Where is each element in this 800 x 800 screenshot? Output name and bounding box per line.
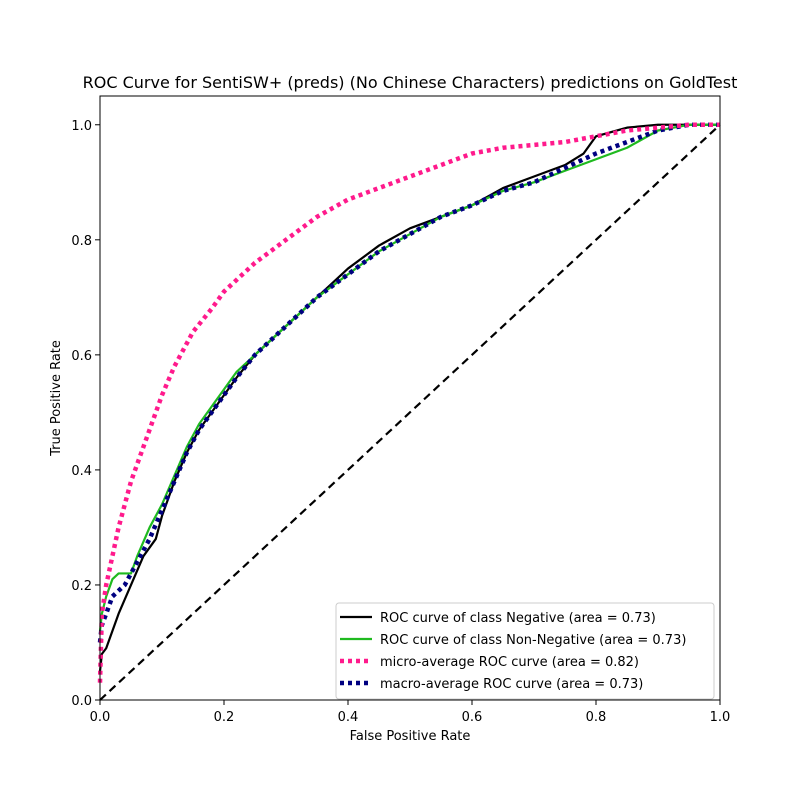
x-tick-label: 0.6	[462, 710, 483, 725]
legend-box	[335, 602, 715, 700]
series-line-0	[98, 123, 720, 672]
x-tick-label: 0.2	[214, 710, 235, 725]
y-tick-label: 0.8	[71, 234, 92, 249]
x-axis-label: False Positive Rate	[350, 729, 471, 744]
legend-entry: macro-average ROC curve (area = 0.73)	[380, 677, 643, 692]
x-tick-label: 0.4	[338, 710, 359, 725]
x-tick-label: 0.0	[90, 710, 111, 725]
y-tick-label: 0.0	[71, 694, 92, 709]
x-tick-label: 1.0	[710, 710, 731, 725]
y-tick-label: 0.6	[71, 349, 92, 364]
x-tick-label: 0.8	[586, 710, 607, 725]
y-axis: 0.0 0.2 0.4 0.6 0.8 1.0	[71, 119, 100, 709]
y-tick-label: 0.2	[71, 579, 92, 594]
series-line-2	[97, 122, 720, 683]
legend-entry: ROC curve of class Negative (area = 0.73…	[380, 611, 656, 626]
legend-entry: ROC curve of class Non-Negative (area = …	[380, 633, 686, 648]
chance-diagonal-line	[99, 123, 721, 701]
plot-area	[97, 95, 721, 701]
legend: ROC curve of class Negative (area = 0.73…	[335, 602, 715, 700]
y-axis-label: True Positive Rate	[49, 340, 64, 457]
series-line-1	[98, 123, 720, 632]
chart-title: ROC Curve for SentiSW+ (preds) (No Chine…	[83, 73, 738, 92]
legend-entry: micro-average ROC curve (area = 0.82)	[380, 655, 639, 670]
series-line-3	[97, 122, 720, 643]
y-tick-label: 1.0	[71, 119, 92, 134]
x-axis: 0.0 0.2 0.4 0.6 0.8 1.0	[90, 700, 731, 725]
y-tick-label: 0.4	[71, 464, 92, 479]
plot-frame	[99, 95, 721, 701]
